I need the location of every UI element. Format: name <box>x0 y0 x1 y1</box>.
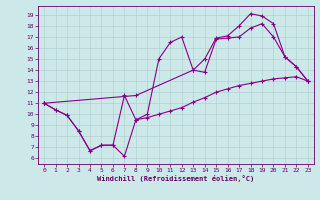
X-axis label: Windchill (Refroidissement éolien,°C): Windchill (Refroidissement éolien,°C) <box>97 175 255 182</box>
